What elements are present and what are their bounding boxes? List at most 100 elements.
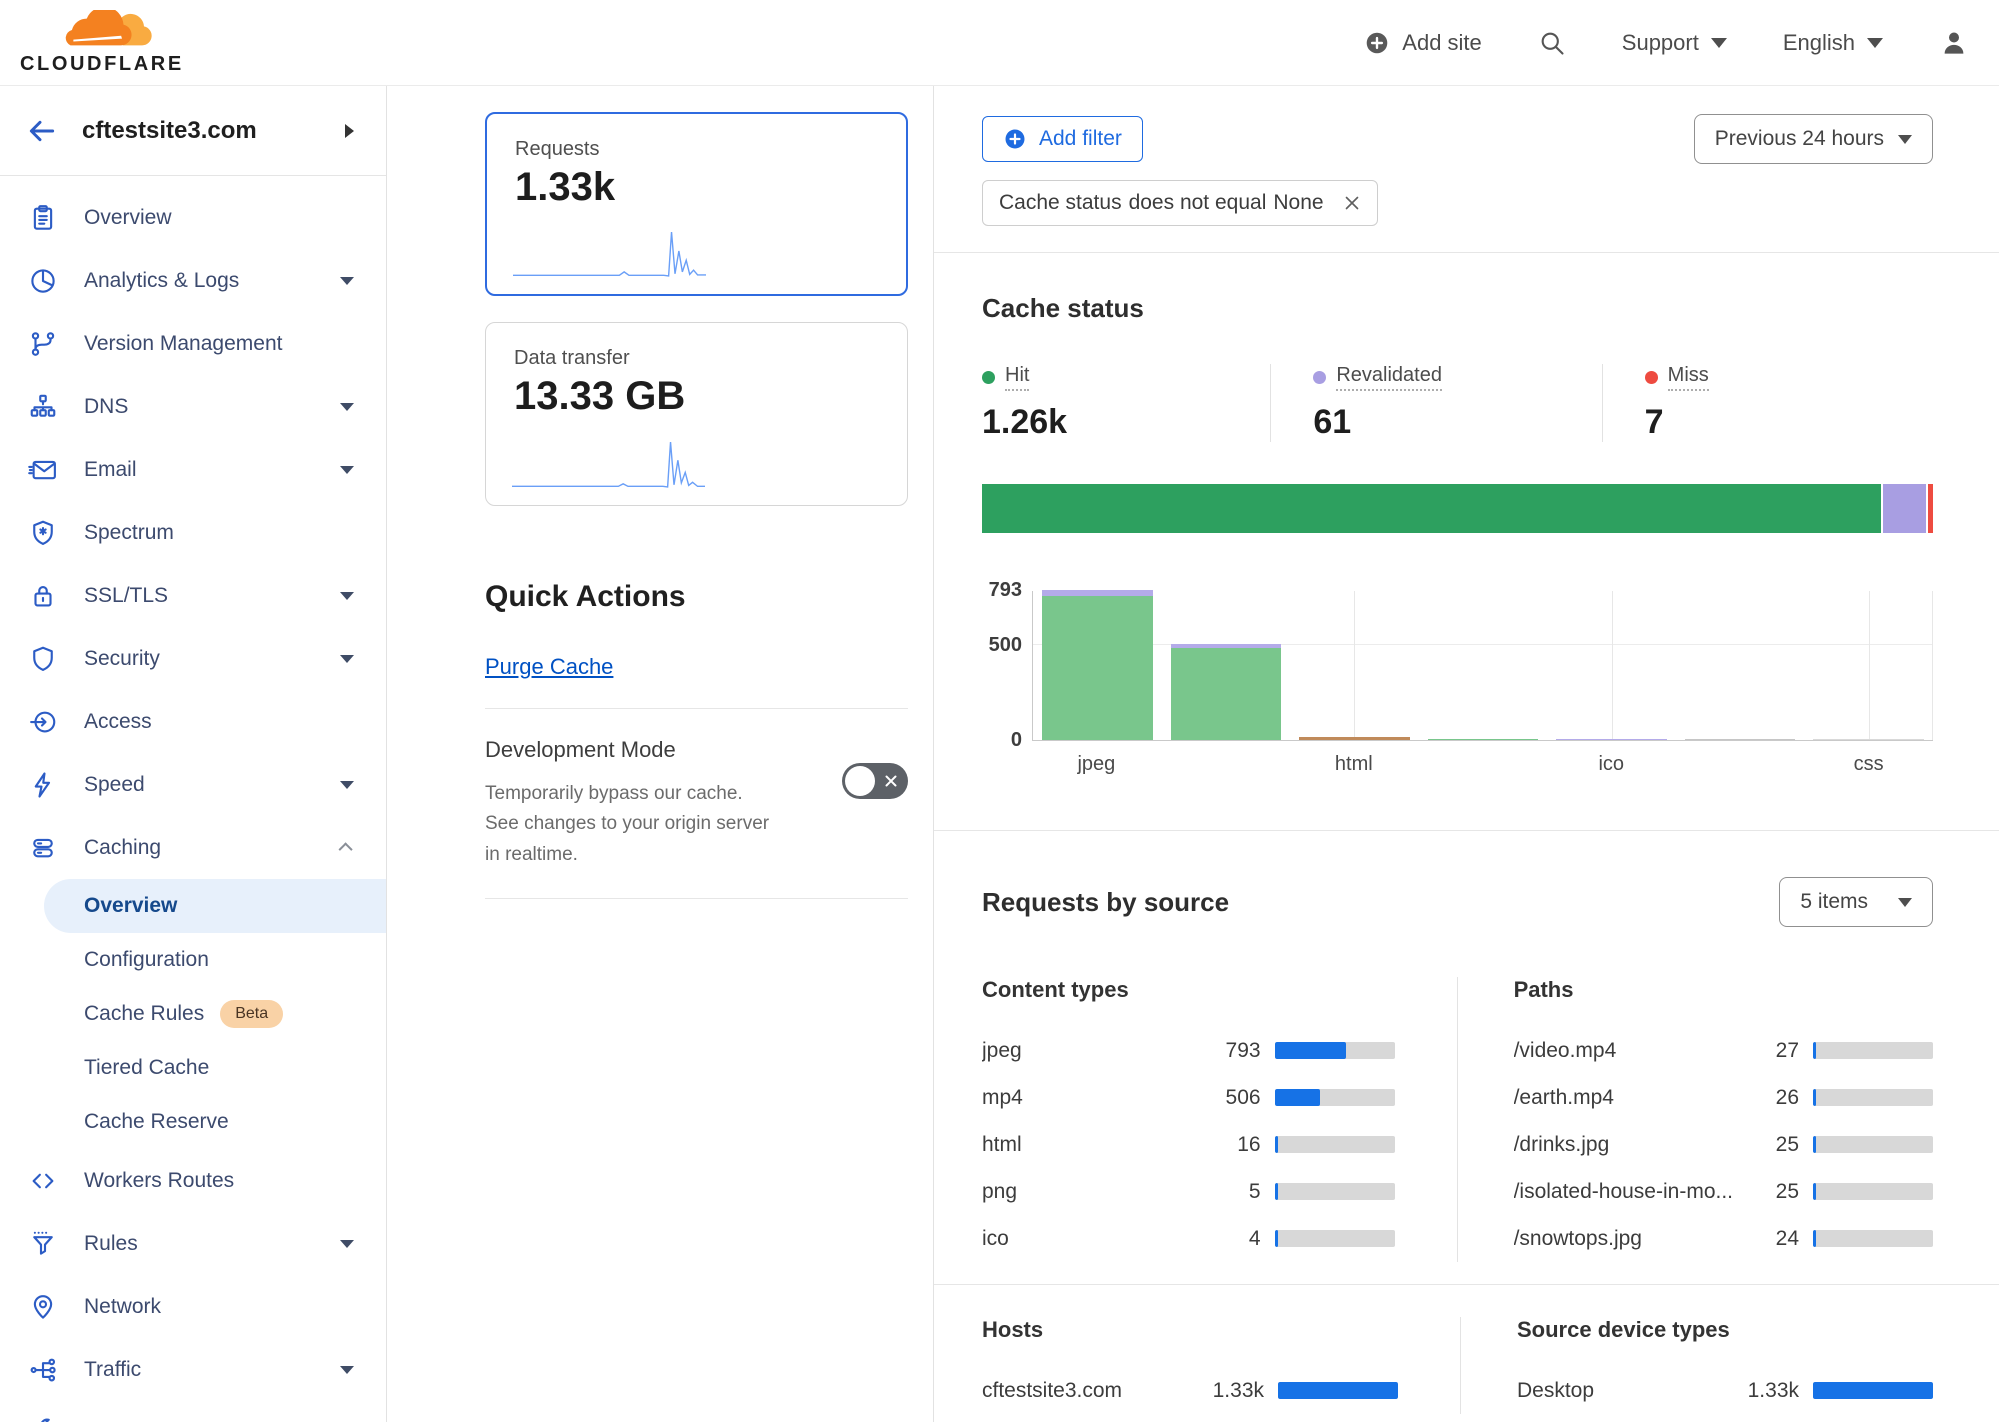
cache-status-by-content-type-chart: 0 500 793 [982, 579, 1933, 751]
sidebar-subitem-label: Configuration [84, 948, 209, 971]
sidebar-item-traffic[interactable]: Traffic [0, 1338, 386, 1401]
table-row: jpeg 793 [982, 1027, 1395, 1074]
bar-segment-revalidated [1042, 590, 1153, 597]
add-site-button[interactable]: Add site [1364, 30, 1482, 56]
sidebar-item-version-management[interactable]: Version Management [0, 312, 386, 375]
sidebar-item-custom-pages[interactable]: Custom Pages [0, 1401, 386, 1422]
sidebar-item-dns[interactable]: DNS [0, 375, 386, 438]
sidebar-item-email[interactable]: Email [0, 438, 386, 501]
sidebar-item-rules[interactable]: Rules [0, 1212, 386, 1275]
legend-value: 7 [1644, 403, 1664, 441]
sidebar-item-label: Network [84, 1294, 162, 1318]
site-header: cftestsite3.com [0, 86, 386, 176]
sidebar-item-security[interactable]: Security [0, 627, 386, 690]
sidebar-item-network[interactable]: Network [0, 1275, 386, 1338]
sidebar-item-analytics-logs[interactable]: Analytics & Logs [0, 249, 386, 312]
gridline [1033, 644, 1933, 646]
meter-fill [1813, 1042, 1816, 1059]
meter [1813, 1089, 1933, 1106]
development-mode-toggle[interactable] [842, 763, 908, 799]
items-count-select[interactable]: 5 items [1779, 877, 1933, 927]
remove-filter-button[interactable] [1341, 192, 1363, 214]
data-transfer-card[interactable]: Data transfer 13.33 GB [485, 322, 908, 506]
legend-label[interactable]: Miss [1667, 364, 1709, 391]
chart-bar [1170, 644, 1282, 740]
access-arrow-icon [26, 707, 60, 737]
time-range-select[interactable]: Previous 24 hours [1693, 114, 1933, 164]
sidebar-subitem-overview[interactable]: Overview [44, 879, 386, 933]
divider [485, 898, 908, 900]
cloudflare-logo[interactable]: CLOUDFLARE [20, 9, 184, 76]
filter-chip-operator: does not equal [1128, 191, 1267, 214]
language-menu[interactable]: English [1783, 30, 1883, 56]
sidebar-subitem-label: Tiered Cache [84, 1056, 210, 1079]
row-label: jpeg [982, 1038, 1022, 1062]
sidebar-item-access[interactable]: Access [0, 690, 386, 753]
sidebar-item-label: Caching [84, 835, 162, 859]
chevron-down-icon [1898, 897, 1912, 907]
row-label: cftestsite3.com [982, 1378, 1123, 1402]
sidebar-subitem-cache-reserve[interactable]: Cache Reserve [0, 1095, 386, 1149]
chevron-down-icon [340, 1365, 354, 1374]
row-value: 5 [1248, 1179, 1261, 1203]
top-bar: CLOUDFLARE Add site Support English [0, 0, 1999, 86]
source-device-types-table: Source device types Desktop 1.33k [1460, 1317, 1933, 1414]
filter-chip[interactable]: Cache status does not equal None [982, 180, 1378, 226]
sidebar-subitem-cache-rules[interactable]: Cache Rules Beta [0, 987, 386, 1041]
row-value: 25 [1775, 1179, 1799, 1203]
sidebar-subitem-label: Overview [84, 894, 178, 917]
meter-fill [1274, 1183, 1278, 1200]
row-value: 24 [1775, 1226, 1799, 1250]
sidebar-item-workers-routes[interactable]: Workers Routes [0, 1149, 386, 1212]
sidebar-item-caching[interactable]: Caching [0, 816, 386, 879]
plus-circle-icon [1003, 127, 1027, 151]
x-axis-label: jpeg [1077, 753, 1116, 775]
row-value: 1.33k [1212, 1378, 1264, 1402]
row-value: 793 [1225, 1038, 1261, 1062]
legend-item-miss: Miss 7 [1601, 364, 1933, 442]
plus-circle-icon [1364, 30, 1390, 56]
chart-bar [1427, 739, 1539, 740]
sidebar-item-spectrum[interactable]: Spectrum [0, 501, 386, 564]
add-filter-button[interactable]: Add filter [982, 116, 1143, 162]
chevron-down-icon [340, 591, 354, 600]
purge-cache-link[interactable]: Purge Cache [485, 654, 614, 679]
site-switcher-chevron-icon[interactable] [345, 123, 354, 138]
support-menu[interactable]: Support [1622, 30, 1727, 56]
sidebar-subitem-tiered-cache[interactable]: Tiered Cache [0, 1041, 386, 1095]
development-mode-description: Temporarily bypass our cache. See change… [485, 783, 770, 865]
analytics-pane: Add filter Previous 24 hours Cache statu… [933, 86, 1999, 1422]
user-menu[interactable] [1939, 28, 1969, 58]
data-transfer-sparkline [512, 433, 705, 491]
chart-bar-slot [1033, 590, 1162, 740]
row-value: 16 [1237, 1132, 1261, 1156]
bar-segment-other [1299, 737, 1410, 740]
legend-item-hit: Hit 1.26k [982, 364, 1270, 442]
legend-label[interactable]: Hit [1005, 364, 1030, 391]
server-stack-icon [26, 833, 60, 863]
sidebar-subitem-configuration[interactable]: Configuration [0, 933, 386, 987]
requests-by-source-section: Requests by source 5 items Content types… [934, 831, 1999, 1284]
sidebar-item-overview[interactable]: Overview [0, 186, 386, 249]
requests-card[interactable]: Requests 1.33k [485, 112, 908, 296]
user-icon [1939, 28, 1969, 58]
search-button[interactable] [1538, 29, 1566, 57]
share-nodes-icon [26, 1355, 60, 1385]
filter-chip-field: Cache status [999, 191, 1122, 214]
table-row: /drinks.jpg 25 [1514, 1121, 1933, 1168]
requests-card-value: 1.33k [515, 165, 616, 209]
source-device-types-title: Source device types [1517, 1317, 1730, 1342]
content-types-title: Content types [982, 977, 1129, 1002]
row-label: /earth.mp4 [1513, 1085, 1614, 1109]
bar-segment-revalidated [1556, 739, 1667, 740]
sidebar-item-label: Traffic [84, 1357, 142, 1381]
sidebar-item-label: Security [84, 646, 160, 670]
legend-label[interactable]: Revalidated [1336, 364, 1442, 391]
y-axis-tick: 793 [988, 579, 1022, 601]
cloudflare-logo-text: CLOUDFLARE [20, 52, 184, 75]
meter [1274, 1089, 1395, 1106]
sidebar-item-ssl-tls[interactable]: SSL/TLS [0, 564, 386, 627]
sidebar-item-speed[interactable]: Speed [0, 753, 386, 816]
back-button[interactable] [26, 115, 58, 147]
chevron-down-icon [1867, 37, 1883, 48]
